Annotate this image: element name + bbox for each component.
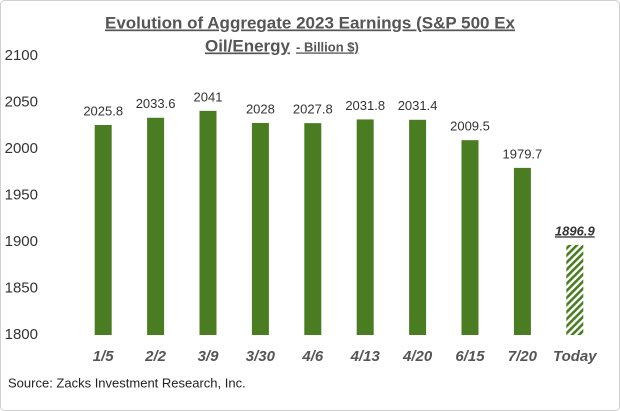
x-tick-label: 4/20 bbox=[402, 348, 433, 365]
source-note: Source: Zacks Investment Research, Inc. bbox=[8, 375, 246, 390]
value-label: 2028 bbox=[246, 101, 275, 116]
x-tick-label: 1/5 bbox=[93, 348, 115, 365]
y-tick-label: 1900 bbox=[5, 233, 38, 250]
x-tick-label: 2/2 bbox=[144, 348, 167, 365]
y-tick-label: 1950 bbox=[5, 186, 38, 203]
y-tick-label: 2000 bbox=[5, 140, 38, 157]
x-tick-label: 3/9 bbox=[198, 348, 220, 365]
value-label: 1896.9 bbox=[555, 223, 596, 238]
x-tick-label: 3/30 bbox=[246, 348, 276, 365]
bar bbox=[461, 140, 479, 335]
value-label: 2031.4 bbox=[398, 98, 438, 113]
y-tick-label: 1800 bbox=[5, 326, 38, 343]
bar bbox=[566, 244, 584, 335]
chart-title: Oil/Energy bbox=[205, 36, 291, 55]
x-tick-label: 4/13 bbox=[350, 348, 381, 365]
x-tick-label: 7/20 bbox=[508, 348, 538, 365]
value-label: 2041 bbox=[194, 89, 223, 104]
bar bbox=[199, 110, 217, 336]
value-label: 2009.5 bbox=[450, 119, 490, 134]
y-tick-label: 1850 bbox=[5, 279, 38, 296]
value-label: 2027.8 bbox=[293, 102, 333, 117]
y-tick-label: 2050 bbox=[5, 93, 38, 110]
value-label: 1979.7 bbox=[503, 146, 543, 161]
x-tick-label: Today bbox=[553, 348, 597, 365]
bar bbox=[356, 119, 374, 336]
bar bbox=[94, 125, 112, 335]
x-tick-label: 6/15 bbox=[455, 348, 485, 365]
bar bbox=[409, 119, 427, 335]
value-label: 2031.8 bbox=[345, 98, 385, 113]
chart-title: Evolution of Aggregate 2023 Earnings (S&… bbox=[105, 13, 516, 32]
bar bbox=[147, 117, 165, 335]
bar bbox=[513, 167, 531, 335]
bar bbox=[251, 122, 269, 336]
bar bbox=[304, 123, 322, 336]
y-tick-label: 2100 bbox=[5, 47, 38, 64]
value-label: 2025.8 bbox=[83, 103, 123, 118]
chart-subtitle: - Billion $) bbox=[296, 39, 359, 54]
x-tick-label: 4/6 bbox=[301, 348, 324, 365]
value-label: 2033.6 bbox=[136, 96, 176, 111]
